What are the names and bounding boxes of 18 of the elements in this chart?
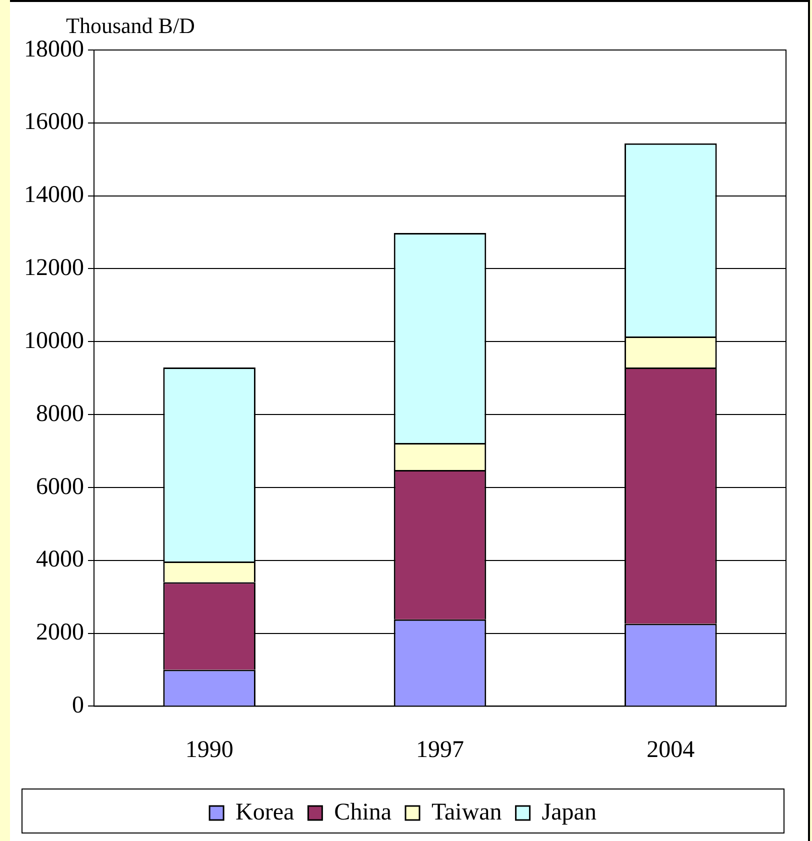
y-tick-label: 4000 (36, 546, 84, 573)
legend-label: China (334, 799, 392, 826)
x-tick-label: 1997 (416, 736, 464, 763)
y-tick-label: 2000 (36, 620, 84, 646)
y-tick-label: 14000 (24, 182, 84, 208)
x-tick-label: 1990 (185, 736, 234, 763)
y-tick-label: 18000 (24, 36, 84, 62)
legend-label: Korea (236, 799, 295, 826)
y-tick-label: 6000 (36, 474, 84, 500)
y-axis-title: Thousand B/D (66, 12, 195, 38)
legend-label: Taiwan (432, 799, 502, 826)
y-tick-label: 0 (72, 692, 84, 718)
legend-label: Japan (542, 799, 596, 826)
y-tick-label: 16000 (24, 109, 84, 136)
y-tick-label: 12000 (24, 255, 84, 282)
y-tick-label: 8000 (36, 400, 84, 427)
x-tick-label: 2004 (646, 736, 695, 763)
y-tick-label: 10000 (24, 328, 84, 354)
